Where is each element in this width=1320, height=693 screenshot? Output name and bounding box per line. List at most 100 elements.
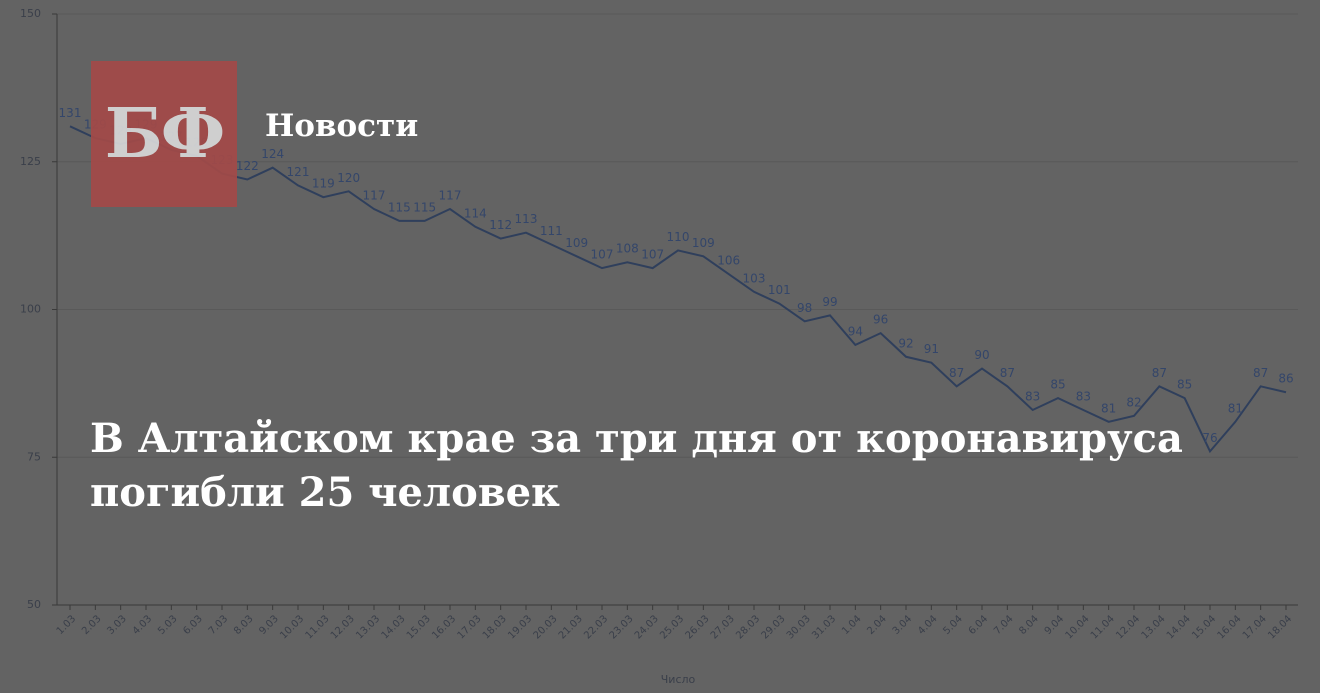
data-label: 124: [261, 147, 284, 161]
x-tick-label: 6.03: [181, 613, 205, 637]
x-tick-label: 11.03: [304, 613, 332, 641]
data-label: 90: [974, 348, 989, 362]
data-label: 107: [591, 248, 614, 262]
data-label: 87: [1000, 366, 1015, 380]
x-tick-label: 14.04: [1165, 613, 1193, 641]
data-label: 112: [489, 218, 512, 232]
x-tick-label: 30.03: [785, 613, 813, 641]
x-tick-label: 2.04: [865, 613, 889, 637]
y-tick-label: 50: [27, 598, 41, 611]
data-label: 87: [1253, 366, 1268, 380]
x-tick-label: 17.04: [1241, 613, 1269, 641]
x-tick-label: 2.03: [80, 613, 104, 637]
headline[interactable]: В Алтайском крае за три дня от коронавир…: [90, 412, 1183, 520]
data-label: 119: [312, 177, 335, 191]
x-tick-label: 15.03: [405, 613, 433, 641]
data-label: 107: [641, 248, 664, 262]
data-label: 87: [1152, 366, 1167, 380]
x-tick-label: 1.03: [55, 613, 79, 637]
data-label: 85: [1177, 378, 1192, 392]
x-tick-label: 12.04: [1114, 613, 1142, 641]
x-tick-label: 18.03: [481, 613, 509, 641]
x-tick-label: 6.04: [967, 613, 991, 637]
y-tick-label: 150: [20, 7, 41, 20]
y-tick-label: 100: [20, 303, 41, 316]
x-tick-label: 7.04: [992, 613, 1016, 637]
data-label: 85: [1050, 378, 1065, 392]
data-label: 110: [667, 230, 690, 244]
x-tick-label: 11.04: [1089, 613, 1117, 641]
data-label: 101: [768, 283, 791, 297]
data-label: 131: [59, 106, 82, 120]
x-tick-label: 21.03: [557, 613, 585, 641]
data-label: 87: [949, 366, 964, 380]
x-tick-label: 12.03: [329, 613, 357, 641]
x-tick-label: 8.03: [232, 613, 256, 637]
data-label: 86: [1278, 372, 1293, 386]
x-tick-label: 5.03: [156, 613, 180, 637]
data-label: 96: [873, 313, 888, 327]
data-label: 109: [692, 236, 715, 250]
data-label: 117: [439, 189, 462, 203]
x-tick-label: 20.03: [532, 613, 560, 641]
x-tick-label: 18.04: [1266, 613, 1294, 641]
data-label: 108: [616, 242, 639, 256]
data-label: 109: [565, 236, 588, 250]
x-tick-label: 22.03: [582, 613, 610, 641]
data-label: 120: [337, 171, 360, 185]
x-tick-label: 16.03: [430, 613, 458, 641]
x-tick-label: 28.03: [734, 613, 762, 641]
data-label: 113: [515, 212, 538, 226]
x-tick-label: 23.03: [608, 613, 636, 641]
logo[interactable]: БФ: [91, 61, 237, 207]
x-tick-label: 13.04: [1140, 613, 1168, 641]
x-tick-label: 1.04: [840, 613, 864, 637]
data-label: 91: [924, 342, 939, 356]
x-tick-label: 25.03: [658, 613, 686, 641]
data-label: 115: [388, 200, 411, 214]
x-tick-label: 3.04: [891, 613, 915, 637]
x-tick-label: 27.03: [709, 613, 737, 641]
x-tick-label: 5.04: [941, 613, 965, 637]
x-tick-label: 17.03: [456, 613, 484, 641]
x-tick-label: 24.03: [633, 613, 661, 641]
data-label: 82: [1126, 395, 1141, 409]
headline-line: погибли 25 человек: [90, 469, 560, 516]
data-label: 117: [363, 189, 386, 203]
x-tick-label: 29.03: [760, 613, 788, 641]
section-title[interactable]: Новости: [265, 108, 419, 144]
x-axis-label: Число: [661, 673, 696, 686]
x-tick-label: 16.04: [1216, 613, 1244, 641]
x-tick-label: 10.03: [278, 613, 306, 641]
data-label: 106: [717, 254, 740, 268]
data-label: 98: [797, 301, 812, 315]
data-label: 92: [898, 336, 913, 350]
data-label: 83: [1076, 389, 1091, 403]
data-label: 94: [848, 324, 863, 338]
x-tick-label: 26.03: [684, 613, 712, 641]
y-tick-label: 125: [20, 155, 41, 168]
x-tick-label: 31.03: [810, 613, 838, 641]
x-tick-label: 3.03: [105, 613, 129, 637]
data-label: 76: [1202, 431, 1217, 445]
data-label: 115: [413, 200, 436, 214]
data-label: 111: [540, 224, 563, 238]
headline-line: В Алтайском крае за три дня от коронавир…: [90, 415, 1183, 462]
data-label: 81: [1101, 401, 1116, 415]
x-tick-label: 14.03: [380, 613, 408, 641]
data-label: 99: [822, 295, 837, 309]
x-tick-label: 4.03: [131, 613, 155, 637]
data-label: 121: [287, 165, 310, 179]
x-tick-label: 8.04: [1017, 613, 1041, 637]
x-tick-label: 7.03: [207, 613, 231, 637]
data-label: 122: [236, 159, 259, 173]
data-label: 83: [1025, 389, 1040, 403]
line: [69, 125, 1287, 454]
data-label: 81: [1228, 401, 1243, 415]
y-tick-label: 75: [27, 450, 41, 463]
x-tick-label: 13.03: [354, 613, 382, 641]
x-tick-label: 19.03: [506, 613, 534, 641]
x-tick-label: 15.04: [1190, 613, 1218, 641]
